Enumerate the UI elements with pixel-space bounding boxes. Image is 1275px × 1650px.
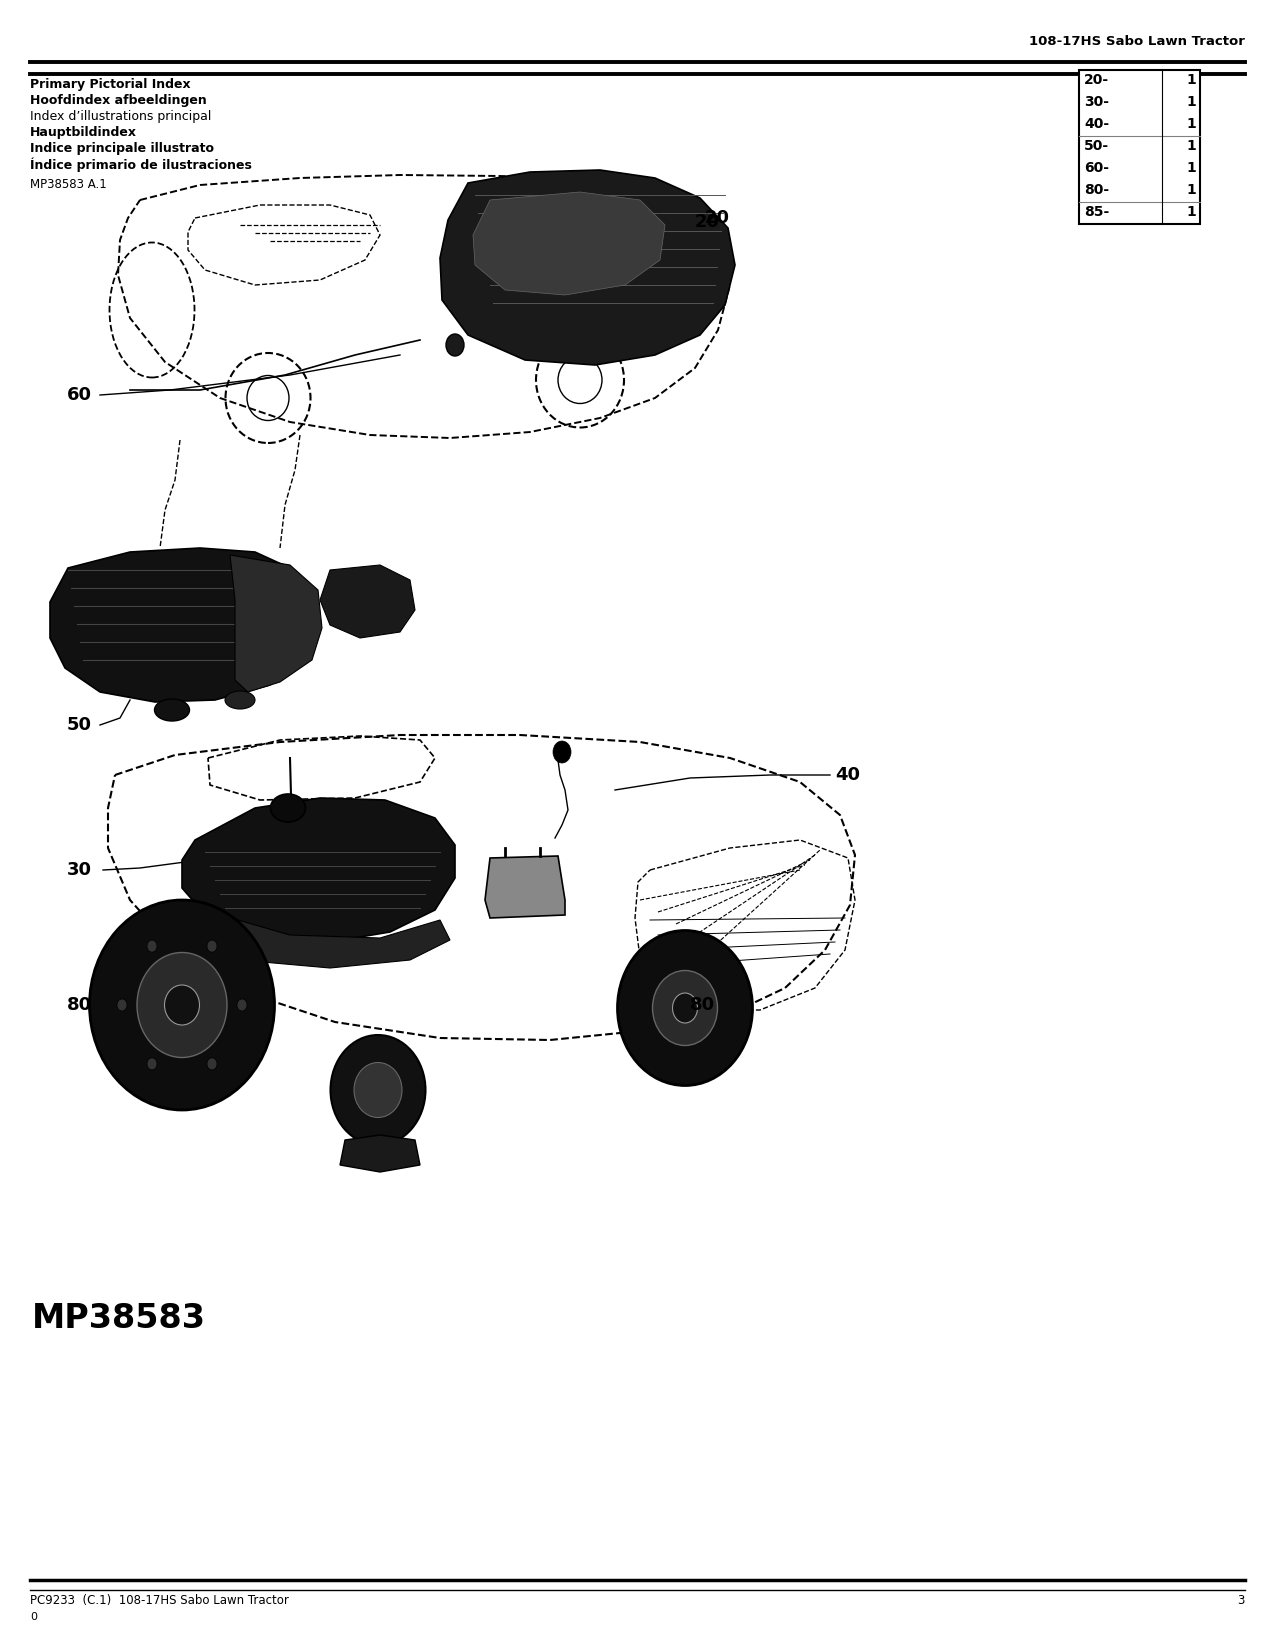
Text: Hauptbildindex: Hauptbildindex [31,125,136,139]
Ellipse shape [147,940,157,952]
Polygon shape [182,799,455,942]
Ellipse shape [553,741,571,762]
Ellipse shape [617,931,752,1086]
Ellipse shape [117,998,128,1011]
Text: 1: 1 [1186,139,1196,153]
Text: 60-: 60- [1084,162,1109,175]
Polygon shape [473,191,666,295]
Text: 1: 1 [1186,73,1196,87]
Text: 1: 1 [1186,162,1196,175]
Ellipse shape [237,998,247,1011]
Ellipse shape [672,993,697,1023]
Text: 1: 1 [1186,96,1196,109]
Text: 60: 60 [68,386,92,404]
Ellipse shape [164,985,199,1025]
Ellipse shape [330,1035,426,1145]
Text: 50: 50 [68,716,92,734]
Text: PC9233  (C.1)  108-17HS Sabo Lawn Tractor: PC9233 (C.1) 108-17HS Sabo Lawn Tractor [31,1594,289,1607]
Text: 30: 30 [68,861,92,879]
Text: MP38583 A.1: MP38583 A.1 [31,178,107,191]
Polygon shape [50,548,309,701]
Bar [1079,69,1200,224]
Text: 0: 0 [31,1612,37,1622]
Text: 50-: 50- [1084,139,1109,153]
Text: 80: 80 [68,997,92,1015]
Text: 3: 3 [1238,1594,1244,1607]
Text: 20: 20 [695,213,720,231]
Polygon shape [340,1135,419,1171]
Ellipse shape [354,1063,402,1117]
Text: 20: 20 [705,210,731,228]
Ellipse shape [446,333,464,356]
Text: MP38583: MP38583 [32,1302,207,1335]
Polygon shape [484,856,565,917]
Text: 1: 1 [1186,205,1196,219]
Polygon shape [440,170,734,365]
Text: 80: 80 [690,997,715,1015]
Polygon shape [320,564,414,639]
Text: Índice primario de ilustraciones: Índice primario de ilustraciones [31,158,252,173]
Ellipse shape [224,691,255,710]
Text: 85-: 85- [1084,205,1109,219]
Ellipse shape [207,1058,217,1069]
Text: 1: 1 [1186,183,1196,196]
Ellipse shape [270,794,306,822]
Text: 80-: 80- [1084,183,1109,196]
Text: 1: 1 [1186,117,1196,130]
Polygon shape [230,554,323,691]
Ellipse shape [136,952,227,1058]
Text: 40: 40 [835,766,861,784]
Text: 108-17HS Sabo Lawn Tractor: 108-17HS Sabo Lawn Tractor [1029,35,1244,48]
Ellipse shape [207,940,217,952]
Ellipse shape [653,970,718,1046]
Text: 30-: 30- [1084,96,1109,109]
Text: Primary Pictorial Index: Primary Pictorial Index [31,78,191,91]
Text: Index d’illustrations principal: Index d’illustrations principal [31,111,212,124]
Text: 40-: 40- [1084,117,1109,130]
Text: 20-: 20- [1084,73,1109,87]
Ellipse shape [147,1058,157,1069]
Text: Indice principale illustrato: Indice principale illustrato [31,142,214,155]
Ellipse shape [89,899,274,1110]
Ellipse shape [154,700,190,721]
Polygon shape [200,912,450,969]
Text: Hoofdindex afbeeldingen: Hoofdindex afbeeldingen [31,94,207,107]
